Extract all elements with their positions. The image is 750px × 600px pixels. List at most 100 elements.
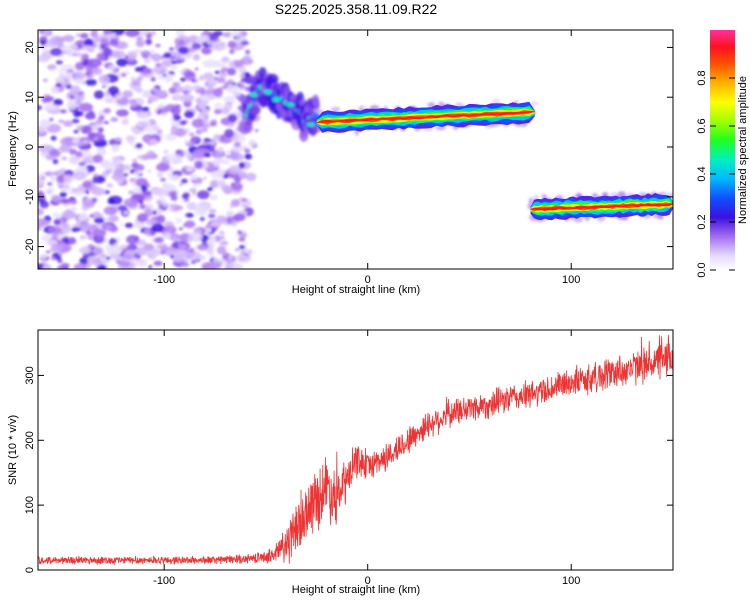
noise-blob bbox=[201, 108, 210, 115]
noise-blob bbox=[83, 201, 95, 208]
noise-blob bbox=[161, 59, 174, 67]
noise-blob bbox=[194, 206, 208, 216]
noise-blob bbox=[133, 170, 141, 176]
noise-blob bbox=[180, 94, 195, 103]
emerging-peak bbox=[306, 122, 315, 127]
x-tick-label: -100 bbox=[153, 575, 175, 587]
noise-blob bbox=[123, 210, 129, 215]
noise-blob bbox=[98, 74, 110, 84]
main-tone-halo bbox=[358, 106, 367, 110]
noise-blob bbox=[233, 176, 242, 183]
noise-blob bbox=[53, 98, 63, 106]
colorbar-tick-label: 0.8 bbox=[696, 70, 708, 85]
colorbar: 0.0 0.2 0.4 0.6 0.8 Normalized spectral ampl… bbox=[696, 30, 749, 278]
noise-blob bbox=[223, 95, 235, 105]
noise-blob bbox=[50, 85, 60, 94]
noise-blob bbox=[42, 30, 49, 36]
noise-blob bbox=[195, 128, 203, 135]
noise-blob bbox=[100, 253, 107, 258]
noise-blob bbox=[188, 132, 195, 137]
noise-blob bbox=[110, 117, 119, 123]
noise-blob bbox=[121, 117, 130, 125]
y-tick-label: 0 bbox=[24, 567, 36, 573]
noise-blob bbox=[202, 59, 218, 69]
spectrogram-plot-area bbox=[38, 30, 673, 269]
noise-blob bbox=[156, 200, 162, 205]
main-tone-halo bbox=[530, 101, 539, 106]
noise-blob bbox=[147, 195, 153, 200]
noise-blob bbox=[178, 227, 183, 231]
colorbar-label: Normalized spectral amplitude bbox=[737, 76, 749, 224]
noise-blob bbox=[80, 222, 91, 229]
noise-blob bbox=[203, 138, 211, 143]
noise-blob bbox=[42, 264, 52, 269]
noise-blob bbox=[38, 208, 45, 216]
noise-blob bbox=[50, 47, 63, 57]
noise-blob bbox=[63, 138, 72, 145]
snr-x-axis-label: Height of straight line (km) bbox=[292, 584, 420, 596]
noise-blob bbox=[174, 205, 184, 211]
y-tick-label: 0 bbox=[24, 144, 36, 150]
noise-blob bbox=[79, 257, 89, 265]
noise-blob bbox=[92, 173, 99, 178]
noise-blob bbox=[203, 152, 212, 158]
noise-blob bbox=[72, 138, 79, 144]
noise-blob bbox=[115, 165, 123, 171]
noise-blob bbox=[214, 42, 227, 51]
noise-blob bbox=[228, 165, 241, 175]
noise-blob bbox=[123, 173, 129, 177]
noise-blob bbox=[79, 235, 87, 240]
noise-blob bbox=[149, 138, 158, 146]
noise-blob bbox=[185, 212, 194, 218]
noise-blob bbox=[57, 265, 66, 269]
noise-blob bbox=[123, 198, 139, 207]
noise-blob bbox=[99, 191, 105, 195]
noise-blob bbox=[169, 117, 175, 122]
noise-blob bbox=[104, 164, 117, 173]
noise-blob bbox=[183, 197, 189, 202]
noise-blob bbox=[159, 177, 167, 182]
noise-blob bbox=[109, 253, 121, 260]
noise-blob bbox=[171, 60, 177, 65]
noise-blob bbox=[111, 144, 120, 153]
noise-blob bbox=[75, 33, 82, 37]
noise-blob bbox=[96, 44, 101, 49]
noise-blob bbox=[191, 118, 206, 128]
noise-blob bbox=[78, 216, 85, 222]
noise-blob bbox=[113, 243, 118, 248]
noise-blob bbox=[114, 137, 123, 142]
noise-blob bbox=[224, 128, 235, 139]
noise-blob bbox=[99, 37, 109, 44]
noise-blob bbox=[200, 94, 210, 102]
noise-blob bbox=[244, 148, 251, 154]
noise-blob bbox=[157, 171, 164, 178]
noise-blob bbox=[146, 34, 153, 39]
noise-blob bbox=[191, 42, 202, 50]
noise-blob bbox=[149, 231, 156, 236]
x-tick-label: 0 bbox=[365, 274, 371, 286]
noise-blob bbox=[227, 79, 234, 84]
noise-blob bbox=[111, 172, 124, 181]
spectrogram-blobs bbox=[38, 30, 323, 269]
noise-blob bbox=[108, 214, 119, 223]
noise-blob bbox=[147, 56, 152, 61]
main-tone-layer bbox=[316, 111, 535, 123]
noise-blob bbox=[234, 181, 240, 187]
noise-blob bbox=[170, 120, 183, 128]
noise-blob bbox=[179, 182, 184, 186]
main-tone-halo bbox=[331, 106, 341, 112]
noise-blob bbox=[45, 171, 55, 177]
noise-blob bbox=[179, 120, 187, 126]
noise-blob bbox=[136, 247, 147, 256]
noise-blob bbox=[227, 122, 235, 128]
noise-blob bbox=[193, 53, 201, 61]
noise-blob bbox=[210, 221, 221, 227]
noise-blob bbox=[134, 48, 142, 54]
noise-blob bbox=[162, 183, 176, 192]
noise-blob bbox=[129, 100, 138, 108]
noise-blob bbox=[96, 147, 107, 157]
main-tone-halo bbox=[313, 107, 322, 114]
noise-blob bbox=[97, 128, 102, 132]
noise-blob bbox=[159, 68, 166, 75]
noise-blob bbox=[192, 191, 197, 195]
